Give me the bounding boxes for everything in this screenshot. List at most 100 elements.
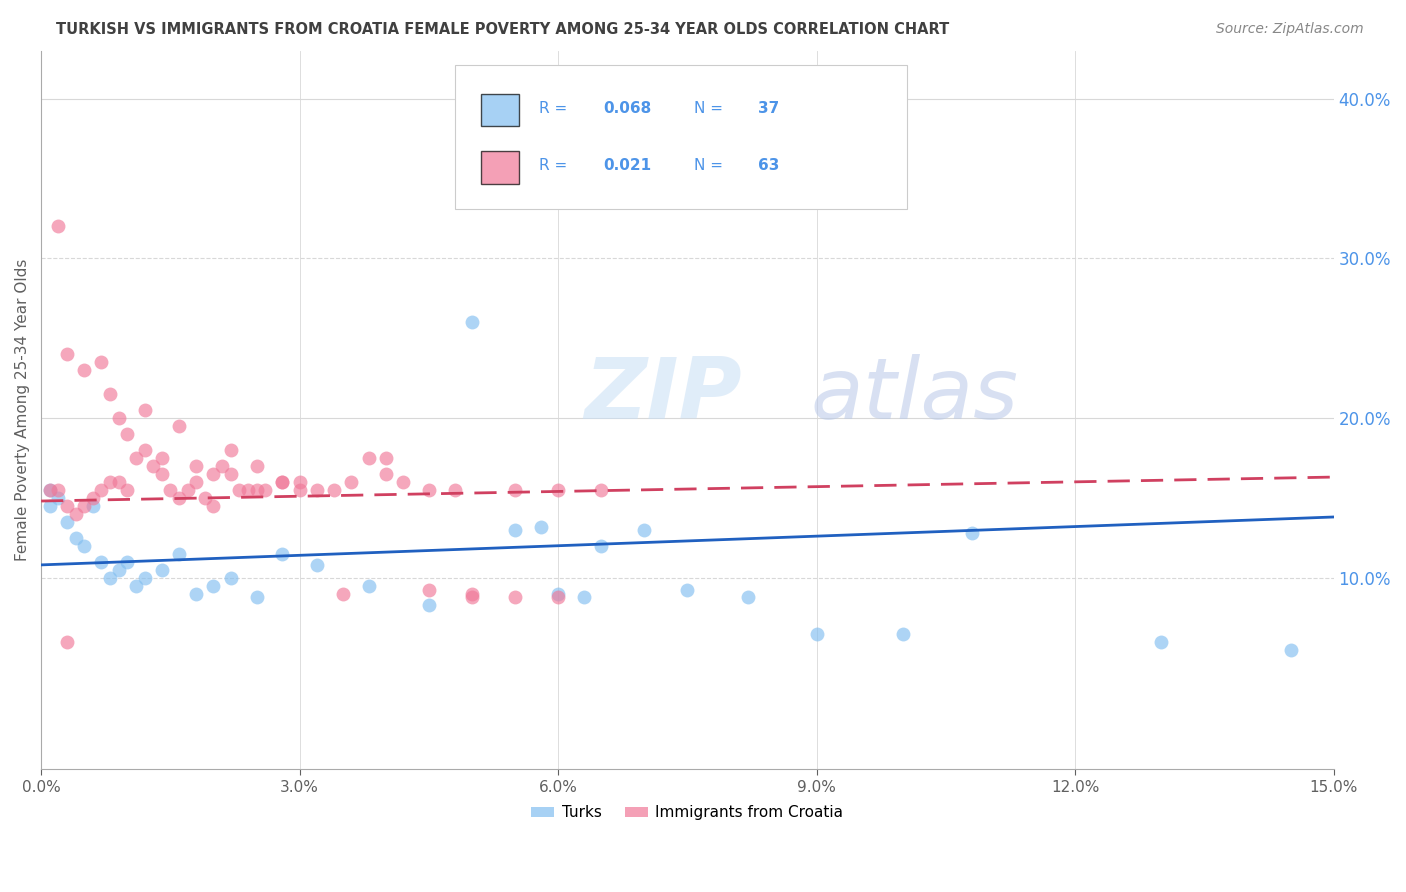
Point — [82, 491, 104, 505]
Text: 63: 63 — [758, 158, 780, 173]
Point — [73, 363, 96, 377]
Point — [271, 547, 294, 561]
Point — [46, 483, 69, 497]
Point — [219, 467, 242, 481]
Text: ZIP: ZIP — [583, 354, 741, 437]
FancyBboxPatch shape — [454, 65, 907, 209]
Point — [305, 558, 328, 572]
Point — [73, 499, 96, 513]
FancyBboxPatch shape — [481, 152, 519, 184]
Point — [443, 483, 465, 497]
Point — [236, 483, 259, 497]
Point — [107, 475, 129, 489]
Point — [737, 590, 759, 604]
Point — [46, 491, 69, 505]
Point — [202, 467, 225, 481]
Point — [245, 590, 267, 604]
Point — [461, 590, 484, 604]
Text: N =: N = — [693, 158, 723, 173]
Y-axis label: Female Poverty Among 25-34 Year Olds: Female Poverty Among 25-34 Year Olds — [15, 259, 30, 561]
Point — [186, 475, 208, 489]
Point — [288, 483, 311, 497]
Point — [150, 450, 173, 465]
Text: 0.021: 0.021 — [603, 158, 651, 173]
Point — [202, 579, 225, 593]
Point — [357, 450, 380, 465]
Point — [46, 219, 69, 234]
Point — [633, 523, 655, 537]
Point — [117, 483, 139, 497]
Point — [202, 499, 225, 513]
Point — [806, 626, 828, 640]
Point — [219, 571, 242, 585]
Text: TURKISH VS IMMIGRANTS FROM CROATIA FEMALE POVERTY AMONG 25-34 YEAR OLDS CORRELAT: TURKISH VS IMMIGRANTS FROM CROATIA FEMAL… — [56, 22, 949, 37]
Point — [117, 426, 139, 441]
Point — [245, 458, 267, 473]
Point — [167, 491, 190, 505]
Point — [98, 475, 121, 489]
Point — [676, 583, 699, 598]
Point — [186, 458, 208, 473]
Text: R =: R = — [538, 158, 567, 173]
Point — [1150, 634, 1173, 648]
Point — [56, 499, 79, 513]
Point — [332, 587, 354, 601]
Point — [254, 483, 277, 497]
Legend: Turks, Immigrants from Croatia: Turks, Immigrants from Croatia — [526, 799, 849, 826]
Point — [167, 419, 190, 434]
Point — [228, 483, 250, 497]
Point — [125, 579, 148, 593]
Point — [211, 458, 233, 473]
Point — [357, 579, 380, 593]
Point — [219, 442, 242, 457]
Point — [38, 499, 60, 513]
Text: atlas: atlas — [810, 354, 1018, 437]
Point — [305, 483, 328, 497]
Point — [374, 450, 396, 465]
Point — [38, 483, 60, 497]
Point — [323, 483, 346, 497]
Point — [134, 571, 156, 585]
Point — [340, 475, 363, 489]
Point — [960, 525, 983, 540]
Point — [418, 598, 440, 612]
Text: Source: ZipAtlas.com: Source: ZipAtlas.com — [1216, 22, 1364, 37]
Point — [176, 483, 198, 497]
Point — [107, 411, 129, 425]
Point — [194, 491, 217, 505]
Point — [461, 587, 484, 601]
Point — [591, 539, 613, 553]
Point — [82, 499, 104, 513]
Point — [125, 450, 148, 465]
Point — [90, 555, 112, 569]
FancyBboxPatch shape — [481, 94, 519, 126]
Point — [134, 442, 156, 457]
Point — [159, 483, 181, 497]
Point — [530, 519, 553, 533]
Point — [98, 387, 121, 401]
Text: N =: N = — [693, 101, 723, 116]
Point — [547, 587, 569, 601]
Point — [245, 483, 267, 497]
Point — [418, 583, 440, 598]
Point — [38, 483, 60, 497]
Text: R =: R = — [538, 101, 567, 116]
Point — [503, 590, 526, 604]
Point — [73, 539, 96, 553]
Point — [98, 571, 121, 585]
Point — [1279, 642, 1302, 657]
Point — [418, 483, 440, 497]
Point — [374, 467, 396, 481]
Text: 0.068: 0.068 — [603, 101, 651, 116]
Point — [547, 590, 569, 604]
Point — [186, 587, 208, 601]
Point — [288, 475, 311, 489]
Point — [591, 483, 613, 497]
Point — [271, 475, 294, 489]
Point — [503, 483, 526, 497]
Point — [56, 634, 79, 648]
Point — [150, 563, 173, 577]
Point — [392, 475, 415, 489]
Point — [271, 475, 294, 489]
Point — [90, 355, 112, 369]
